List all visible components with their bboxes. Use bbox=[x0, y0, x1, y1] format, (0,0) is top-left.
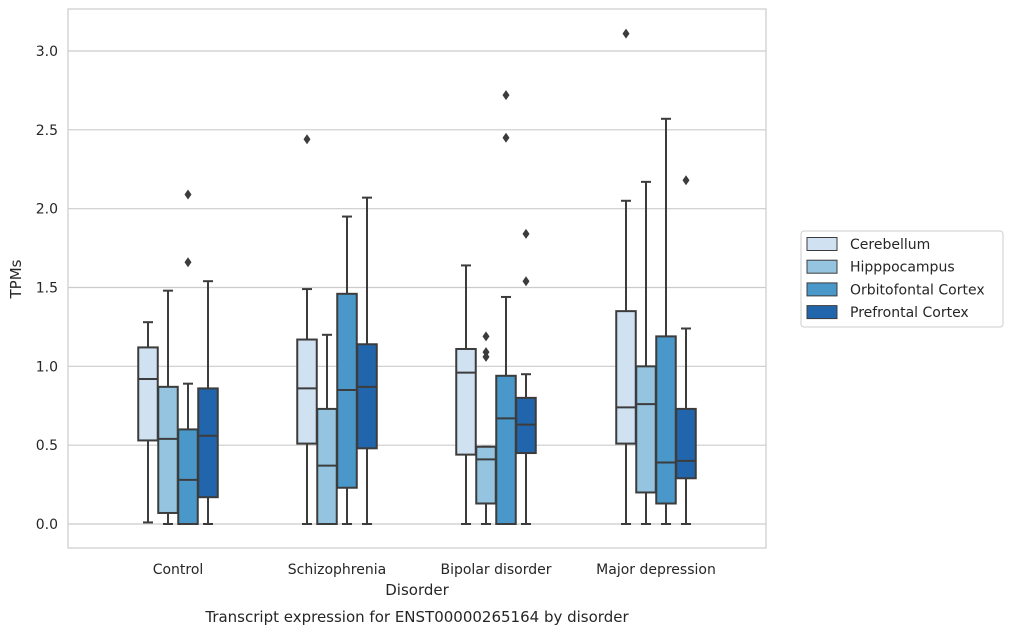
y-tick-label: 0.0 bbox=[36, 517, 58, 533]
legend-label: Prefrontal Cortex bbox=[850, 305, 969, 321]
box-group bbox=[316, 333, 338, 525]
box-plot-series bbox=[137, 28, 697, 525]
x-tick-label: Major depression bbox=[596, 562, 716, 578]
box bbox=[455, 347, 477, 456]
box-group bbox=[197, 280, 219, 525]
y-tick-label: 1.0 bbox=[36, 359, 58, 375]
box bbox=[675, 407, 697, 480]
x-tick-label: Schizophrenia bbox=[288, 562, 386, 578]
outlier-point bbox=[522, 276, 530, 287]
outlier-point bbox=[622, 28, 630, 39]
series-group bbox=[157, 180, 657, 525]
outlier-point bbox=[682, 175, 690, 186]
x-tick-label: Control bbox=[153, 562, 204, 578]
box bbox=[197, 387, 219, 499]
box-group bbox=[495, 90, 517, 525]
y-axis-label: TPMs bbox=[7, 259, 25, 299]
box bbox=[655, 335, 677, 505]
box-group bbox=[137, 321, 159, 524]
box-group bbox=[356, 196, 378, 525]
outlier-point bbox=[303, 134, 311, 145]
box bbox=[356, 343, 378, 450]
outlier-point bbox=[184, 257, 192, 268]
box bbox=[615, 310, 637, 445]
box-group bbox=[336, 215, 358, 525]
box-group bbox=[635, 180, 657, 525]
legend-swatch bbox=[806, 305, 838, 320]
box-group bbox=[675, 175, 697, 525]
box bbox=[635, 365, 657, 494]
box-group bbox=[455, 264, 477, 525]
box-group bbox=[515, 228, 537, 525]
box bbox=[495, 374, 517, 525]
series-group bbox=[197, 175, 697, 525]
legend-label: Orbitofontal Cortex bbox=[850, 282, 985, 298]
legend-swatch bbox=[806, 259, 838, 274]
x-axis-label: Disorder bbox=[385, 581, 449, 599]
x-tick-labels: Control Schizophrenia Bipolar disorder Majo… bbox=[153, 562, 716, 578]
box bbox=[157, 385, 179, 514]
box-group bbox=[655, 117, 677, 525]
box-group bbox=[475, 331, 497, 525]
y-tick-label: 0.5 bbox=[36, 438, 58, 454]
legend-frame bbox=[800, 230, 1004, 328]
legend-label: Cerebellum bbox=[850, 237, 930, 253]
outlier-point bbox=[522, 228, 530, 239]
box-group bbox=[157, 289, 179, 525]
box bbox=[475, 445, 497, 505]
outlier-point bbox=[482, 347, 490, 358]
figure-caption: Transcript expression for ENST0000026516… bbox=[204, 608, 629, 626]
y-tick-label: 1.5 bbox=[36, 281, 58, 297]
box-group bbox=[615, 28, 637, 525]
legend: Cerebellum Hipppocampus Orbitofontal Corte… bbox=[800, 230, 1004, 328]
x-tick-label: Bipolar disorder bbox=[440, 562, 551, 578]
legend-swatch bbox=[806, 237, 838, 251]
y-tick-label: 3.0 bbox=[36, 44, 58, 60]
series-group bbox=[177, 90, 677, 525]
y-tick-labels: 0.0 0.5 1.0 1.5 2.0 2.5 3.0 bbox=[36, 44, 58, 533]
box-group bbox=[177, 189, 199, 525]
box bbox=[296, 338, 318, 445]
outlier-point bbox=[184, 189, 192, 200]
plot-frame bbox=[67, 8, 767, 549]
box bbox=[137, 346, 159, 442]
outlier-point bbox=[502, 90, 510, 101]
box bbox=[177, 428, 199, 525]
y-tick-label: 2.0 bbox=[36, 202, 58, 218]
legend-swatch bbox=[806, 282, 838, 297]
y-tick-label: 2.5 bbox=[36, 123, 58, 139]
outlier-point bbox=[482, 331, 490, 342]
outlier-point bbox=[502, 132, 510, 143]
legend-label: Hipppocampus bbox=[850, 260, 955, 276]
box-group bbox=[296, 134, 318, 525]
